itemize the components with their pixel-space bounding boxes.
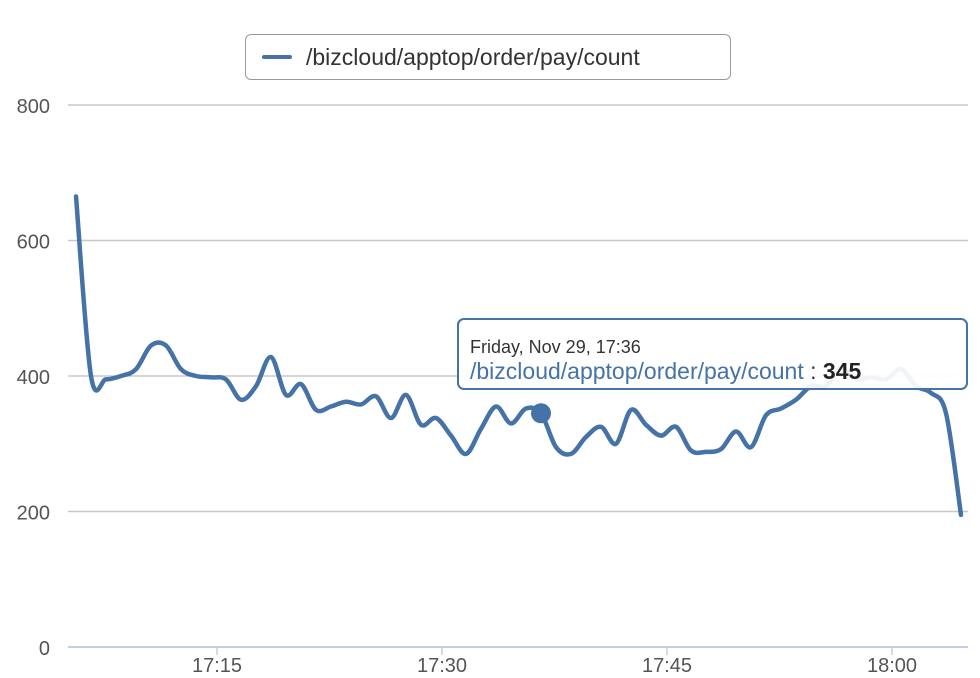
legend-series-swatch [262,55,292,59]
legend-series-label[interactable]: /bizcloud/apptop/order/pay/count [306,43,640,70]
x-tick-label: 17:45 [642,655,692,677]
x-tick-label: 17:30 [417,655,467,677]
x-tick-label: 17:15 [192,655,242,677]
tooltip: Friday, Nov 29, 17:36 /bizcloud/apptop/o… [457,318,968,390]
hover-point-marker[interactable] [531,403,551,424]
tooltip-date: Friday, Nov 29, 17:36 [470,337,641,357]
y-tick-label: 200 [17,503,50,525]
y-tick-label: 800 [17,96,50,118]
tooltip-value: 345 [822,358,862,384]
axis-layer: 0 200 400 600 800 17:15 17:30 17:45 18:00 [17,96,917,677]
y-tick-label: 0 [39,638,50,660]
legend[interactable]: /bizcloud/apptop/order/pay/count [245,34,731,80]
tooltip-series-name: /bizcloud/apptop/order/pay/count [470,358,804,384]
y-tick-label: 400 [17,367,50,389]
y-tick-label: 600 [17,232,50,254]
tooltip-separator: : [810,358,817,384]
x-tick-label: 18:00 [867,655,917,677]
